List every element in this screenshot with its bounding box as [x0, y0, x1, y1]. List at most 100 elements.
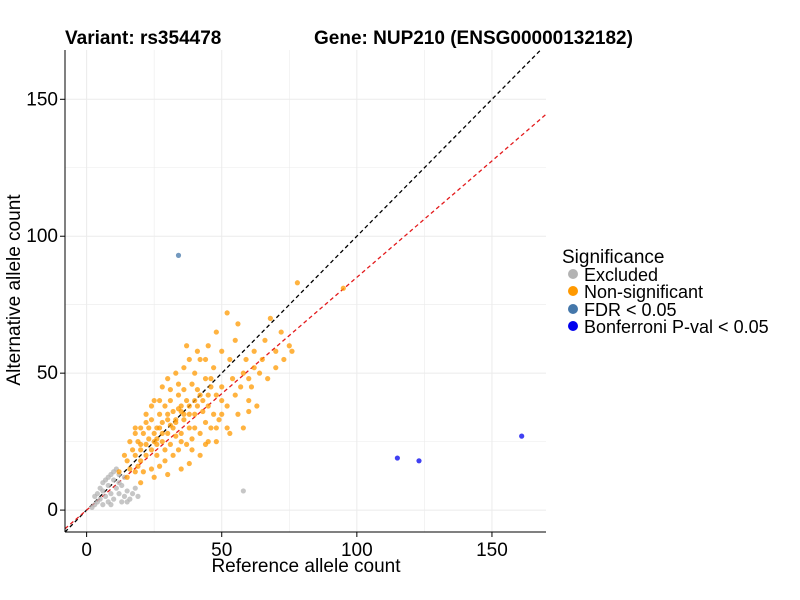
point-excluded: [108, 502, 114, 508]
point-non-significant: [124, 458, 130, 464]
point-excluded: [97, 496, 103, 502]
point-non-significant: [186, 356, 192, 363]
point-non-significant: [202, 419, 209, 426]
point-non-significant: [213, 439, 219, 445]
point-non-significant: [140, 430, 146, 437]
point-non-significant: [175, 392, 182, 398]
point-non-significant: [243, 356, 249, 363]
point-non-significant: [232, 337, 238, 343]
point-non-significant: [181, 386, 187, 393]
point-non-significant: [194, 403, 201, 409]
point-excluded: [100, 502, 106, 508]
point-excluded: [116, 480, 122, 486]
point-non-significant: [181, 365, 187, 371]
point-non-significant: [232, 392, 238, 398]
reference-line-identity: [64, 49, 542, 533]
point-excluded: [129, 491, 136, 497]
point-non-significant: [200, 408, 206, 415]
point-non-significant: [278, 329, 284, 335]
point-non-significant: [251, 348, 257, 354]
point-non-significant: [194, 348, 201, 354]
legend-key-non-significant: [568, 286, 578, 296]
point-non-significant: [146, 425, 152, 431]
point-non-significant: [175, 381, 182, 387]
point-non-significant: [165, 376, 171, 382]
point-non-significant: [194, 386, 201, 393]
point-non-significant: [192, 411, 198, 417]
point-excluded: [111, 469, 117, 475]
point-non-significant: [254, 403, 260, 409]
point-excluded: [132, 485, 138, 491]
point-excluded: [113, 485, 119, 491]
point-non-significant: [281, 356, 287, 363]
point-non-significant: [143, 411, 149, 417]
y-tick-label: 100: [26, 226, 58, 247]
point-non-significant: [165, 430, 171, 437]
point-excluded: [119, 499, 125, 505]
x-tick-label: 50: [211, 540, 232, 561]
point-excluded: [240, 488, 246, 494]
point-non-significant: [205, 343, 211, 349]
reference-line-fit: [64, 113, 547, 530]
point-non-significant: [162, 458, 168, 464]
point-non-significant: [148, 417, 155, 423]
reference-lines: [64, 49, 547, 533]
point-non-significant: [159, 419, 165, 426]
point-non-significant: [156, 397, 163, 404]
point-non-significant: [211, 411, 217, 417]
point-non-significant: [135, 463, 141, 469]
point-non-significant: [202, 441, 209, 447]
point-excluded: [124, 488, 130, 494]
point-excluded: [111, 477, 117, 483]
point-non-significant: [129, 447, 136, 453]
point-non-significant: [167, 422, 173, 428]
point-excluded: [102, 493, 109, 499]
point-non-significant: [246, 397, 252, 404]
point-non-significant: [202, 376, 209, 382]
point-non-significant: [170, 408, 176, 415]
point-non-significant: [151, 397, 157, 404]
point-non-significant: [235, 411, 241, 417]
point-non-significant: [148, 403, 155, 409]
x-tick-label: 0: [81, 540, 92, 561]
point-non-significant: [151, 474, 157, 480]
point-non-significant: [165, 417, 171, 423]
point-non-significant: [197, 430, 203, 437]
point-non-significant: [186, 411, 192, 417]
point-excluded: [135, 493, 141, 499]
point-non-significant: [151, 439, 157, 445]
point-non-significant: [181, 417, 187, 423]
point-non-significant: [208, 384, 214, 390]
legend-key-bonferroni: [568, 321, 578, 331]
data-points: [89, 252, 525, 510]
point-non-significant: [173, 417, 179, 423]
point-non-significant: [211, 365, 217, 371]
point-excluded: [97, 485, 103, 491]
point-excluded: [116, 491, 122, 497]
point-bonferroni-p-val-0-05: [394, 455, 400, 461]
point-non-significant: [289, 348, 295, 354]
point-non-significant: [162, 403, 168, 409]
point-non-significant: [148, 447, 155, 453]
point-non-significant: [167, 386, 173, 393]
point-non-significant: [184, 397, 190, 404]
y-axis-title: Alternative allele count: [4, 194, 25, 386]
point-non-significant: [127, 439, 133, 445]
legend-label-fdr: FDR < 0.05: [584, 300, 677, 320]
point-non-significant: [213, 425, 219, 431]
point-non-significant: [132, 452, 138, 458]
point-non-significant: [189, 436, 195, 442]
point-non-significant: [205, 392, 211, 398]
point-fdr-0-05: [175, 252, 182, 258]
legend-label-non-significant: Non-significant: [584, 282, 703, 302]
point-non-significant: [227, 430, 233, 437]
y-tick-label: 0: [47, 500, 58, 521]
point-non-significant: [202, 356, 209, 363]
point-non-significant: [178, 408, 184, 415]
point-excluded: [100, 480, 106, 486]
y-tick-label: 150: [26, 89, 58, 110]
point-non-significant: [192, 397, 198, 404]
point-excluded: [94, 491, 101, 497]
point-non-significant: [178, 466, 184, 472]
